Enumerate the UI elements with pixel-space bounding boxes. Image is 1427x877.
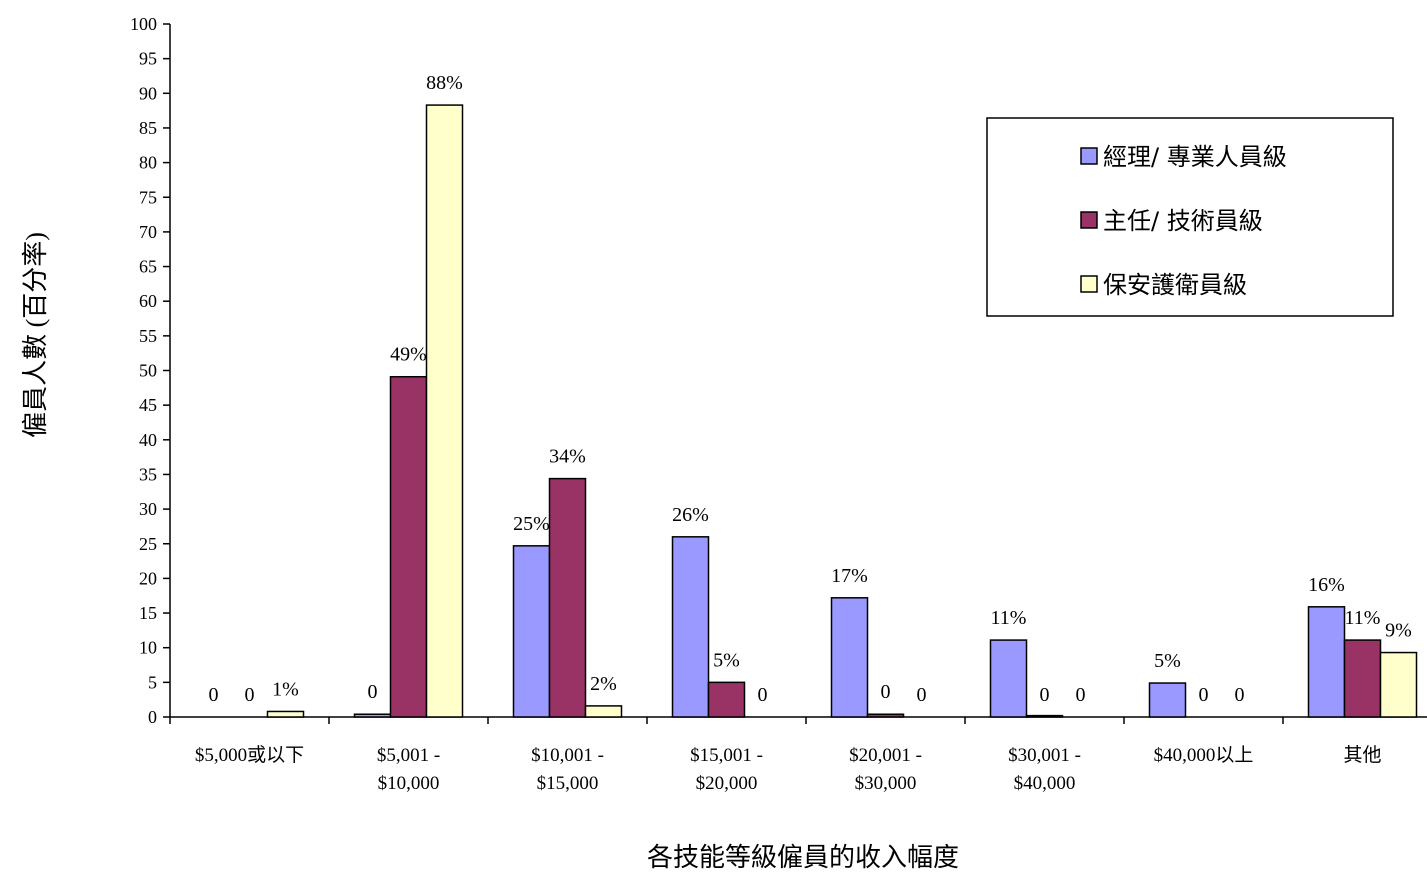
bar xyxy=(584,705,623,718)
legend-box xyxy=(986,117,1394,317)
y-tick-label: 5 xyxy=(148,672,157,692)
x-tick-label: $40,000 xyxy=(1014,773,1076,794)
x-tick-label: $10,000 xyxy=(378,773,440,794)
data-label: 0 xyxy=(917,684,927,706)
bar xyxy=(389,375,428,718)
y-tick-label: 55 xyxy=(139,326,157,346)
x-tick-label: $20,000 xyxy=(696,773,758,794)
legend-entry: 保安護衛員級 xyxy=(1103,271,1247,299)
y-tick-label: 0 xyxy=(148,707,157,727)
y-tick-label: 80 xyxy=(139,153,157,173)
data-label: 0 xyxy=(209,684,219,706)
x-tick-label: $5,000或以下 xyxy=(195,744,304,766)
data-label: 1% xyxy=(272,678,299,700)
bar xyxy=(548,477,587,718)
legend-swatch xyxy=(1080,147,1098,165)
data-label: 34% xyxy=(549,446,586,468)
y-axis-title: 僱員人數 (百分率) xyxy=(21,232,50,438)
bar xyxy=(1148,682,1187,718)
bar xyxy=(707,681,746,718)
data-label: 0 xyxy=(881,681,891,703)
bar xyxy=(1343,639,1382,718)
legend-entry: 經理/ 專業人員級 xyxy=(1103,143,1287,171)
bar xyxy=(866,713,905,718)
x-tick-label: $30,001 - xyxy=(1008,745,1081,766)
bar xyxy=(671,536,710,718)
data-label: 0 xyxy=(1040,684,1050,706)
bar xyxy=(1379,651,1418,718)
data-label: 26% xyxy=(672,504,709,526)
bar xyxy=(266,710,305,718)
bar xyxy=(353,713,392,718)
x-tick-label: $15,000 xyxy=(537,773,599,794)
x-tick-label: $5,001 - xyxy=(377,745,440,766)
y-tick-label: 50 xyxy=(139,361,157,381)
bar xyxy=(425,104,464,718)
data-label: 17% xyxy=(831,565,868,587)
data-label: 0 xyxy=(245,684,255,706)
y-tick-label: 90 xyxy=(139,83,157,103)
x-tick-label: $15,001 - xyxy=(690,745,763,766)
y-tick-label: 75 xyxy=(139,187,157,207)
y-tick-label: 60 xyxy=(139,291,157,311)
bar xyxy=(989,639,1028,718)
bar xyxy=(830,597,869,718)
y-tick-label: 35 xyxy=(139,464,157,484)
data-label: 11% xyxy=(991,607,1027,629)
y-tick-label: 95 xyxy=(139,49,157,69)
data-label: 88% xyxy=(426,72,463,94)
x-tick-label: $30,000 xyxy=(855,773,917,794)
data-label: 5% xyxy=(1154,650,1181,672)
data-label: 16% xyxy=(1308,574,1345,596)
data-label: 0 xyxy=(1199,684,1209,706)
bar xyxy=(1025,714,1064,718)
data-label: 0 xyxy=(368,681,378,703)
x-tick-label: $10,001 - xyxy=(531,745,604,766)
legend-swatch xyxy=(1080,275,1098,293)
y-tick-label: 20 xyxy=(139,568,157,588)
y-tick-label: 85 xyxy=(139,118,157,138)
x-tick-label: $20,001 - xyxy=(849,745,922,766)
data-label: 0 xyxy=(758,684,768,706)
legend-swatch xyxy=(1080,211,1098,229)
y-tick-label: 70 xyxy=(139,222,157,242)
legend-entry: 主任/ 技術員級 xyxy=(1103,207,1263,235)
bar xyxy=(1307,606,1346,718)
data-label: 49% xyxy=(390,344,427,366)
plot-area: 0 5 10 15 20 25 30 35 40 45 50 55 60 65 70 75 80 85 90 95 10… xyxy=(130,14,1427,794)
y-tick-label: 65 xyxy=(139,257,157,277)
x-tick-label: 其他 xyxy=(1343,744,1381,766)
y-tick-label: 15 xyxy=(139,603,157,623)
y-tick-label: 40 xyxy=(139,430,157,450)
y-tick-label: 10 xyxy=(139,638,157,658)
y-tick-label: 45 xyxy=(139,395,157,415)
x-axis-title: 各技能等級僱員的收入幅度 xyxy=(647,843,959,872)
y-tick-label: 30 xyxy=(139,499,157,519)
data-label: 5% xyxy=(713,649,740,671)
bar xyxy=(512,545,551,718)
data-label: 2% xyxy=(590,673,617,695)
y-tick-label: 100 xyxy=(130,14,157,34)
data-label: 0 xyxy=(1235,684,1245,706)
y-tick-label: 25 xyxy=(139,534,157,554)
data-label: 25% xyxy=(513,513,550,535)
data-label: 0 xyxy=(1076,684,1086,706)
data-label: 9% xyxy=(1385,620,1412,642)
data-label: 11% xyxy=(1345,607,1381,629)
x-tick-label: $40,000以上 xyxy=(1154,744,1254,766)
